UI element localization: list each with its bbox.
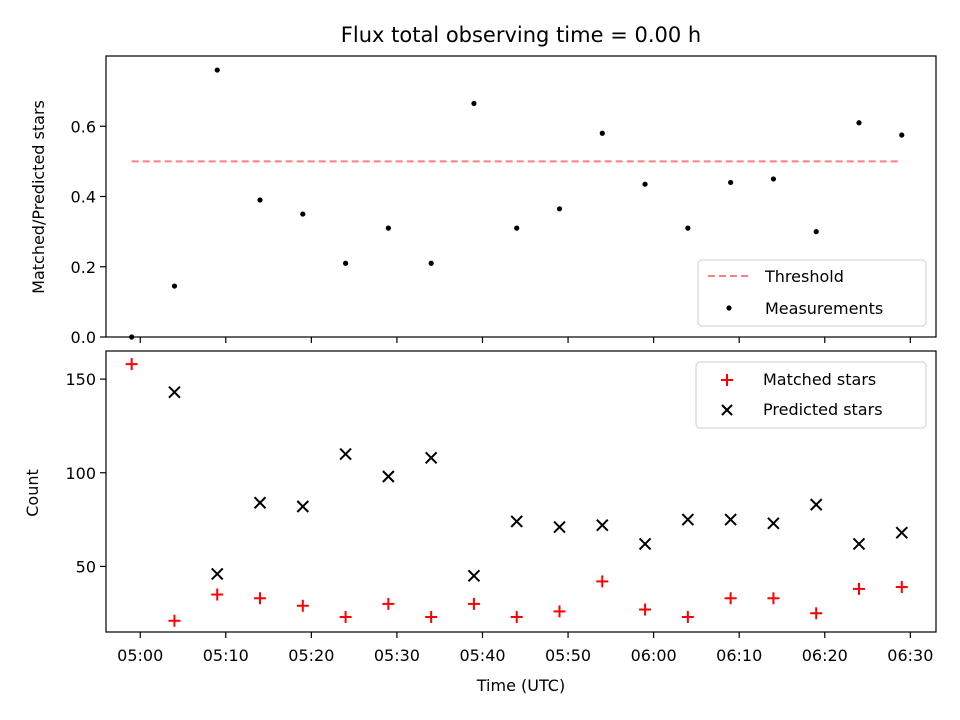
predicted-legend-label: Predicted stars — [763, 400, 883, 419]
measurement-point — [856, 120, 862, 126]
predicted-stars-point — [211, 567, 224, 581]
count-legend-box — [695, 361, 927, 429]
matched-stars-point — [125, 358, 138, 371]
count-y-tick-label: 150 — [65, 370, 96, 389]
predicted-stars-point — [296, 500, 310, 513]
matched-stars-point — [681, 611, 694, 624]
predicted-legend-marker — [721, 404, 733, 416]
matched-legend-marker — [721, 374, 733, 386]
ratio-panel: Flux total observing time = 0.00 h Match… — [29, 23, 937, 347]
ratio-axes-frame — [105, 55, 937, 338]
x-tick-label: 05:50 — [545, 646, 591, 665]
count-y-ticks: 50 100 150 — [65, 370, 106, 576]
ratio-y-tick-label: 0.6 — [71, 117, 96, 136]
predicted-stars-point — [638, 537, 652, 551]
matched-stars-point — [168, 614, 181, 627]
measurement-point — [471, 100, 477, 107]
x-axis-label: Time (UTC) — [476, 676, 565, 695]
count-legend: Matched stars Predicted stars — [695, 361, 927, 429]
count-y-tick-label: 50 — [76, 557, 96, 576]
predicted-stars-point — [168, 386, 181, 399]
measurement-point — [728, 179, 734, 186]
count-axes-frame — [105, 350, 937, 633]
threshold-legend-label: Threshold — [764, 267, 844, 286]
measurement-point — [214, 67, 220, 73]
count-panel: Count Time (UTC) 50 100 150 05:00 05:10 05:2… — [23, 350, 937, 695]
predicted-stars-point — [681, 513, 695, 526]
matched-stars-point — [339, 611, 352, 624]
predicted-stars-point — [467, 569, 481, 583]
matched-stars-point — [211, 588, 224, 601]
x-tick-label: 06:30 — [887, 646, 933, 665]
measurement-point — [642, 181, 648, 187]
predicted-stars-point — [809, 498, 823, 511]
measurement-point — [514, 225, 520, 231]
count-x-ticks: 05:00 05:10 05:20 05:30 05:40 05:50 06:00 06:10… — [117, 632, 933, 665]
ratio-plot-area — [129, 67, 905, 340]
measurement-point — [385, 225, 391, 231]
ratio-y-tick-label: 0.2 — [71, 258, 96, 277]
measurement-point — [171, 283, 178, 289]
measurement-point — [770, 176, 777, 182]
count-plot-area — [125, 358, 908, 627]
measurement-point — [300, 211, 306, 217]
x-tick-label: 06:10 — [716, 646, 762, 665]
predicted-stars-point — [596, 519, 609, 532]
x-tick-label: 05:30 — [374, 646, 420, 665]
matched-stars-point — [596, 575, 609, 588]
predicted-stars-point — [767, 517, 780, 530]
ratio-y-tick-label: 0.0 — [71, 328, 96, 347]
ratio-y-ticks: 0.0 0.2 0.4 0.6 — [71, 117, 106, 347]
predicted-stars-point — [382, 470, 395, 483]
matched-stars-point — [639, 603, 652, 616]
measurement-point — [342, 260, 349, 266]
x-tick-label: 05:40 — [459, 646, 505, 665]
matched-stars-point — [296, 599, 309, 612]
matched-stars-point — [724, 592, 737, 605]
measurement-point — [813, 229, 819, 235]
matched-stars-point — [382, 597, 395, 610]
ratio-legend: Threshold Measurements — [697, 259, 927, 327]
predicted-stars-point — [553, 520, 566, 534]
matched-stars-point — [425, 611, 438, 624]
ratio-y-axis-label: Matched/Predicted stars — [29, 100, 48, 294]
matched-stars-point — [467, 597, 480, 610]
measurements-legend-label: Measurements — [765, 299, 883, 318]
measurement-point — [428, 260, 434, 266]
matched-stars-point — [810, 607, 823, 620]
x-tick-label: 06:00 — [631, 646, 677, 665]
predicted-stars-point — [424, 451, 438, 464]
measurement-point — [599, 130, 605, 136]
chart-title: Flux total observing time = 0.00 h — [341, 23, 701, 47]
predicted-stars-point — [253, 496, 267, 509]
matched-legend-label: Matched stars — [763, 370, 876, 389]
matched-stars-point — [254, 592, 267, 605]
matched-stars-point — [553, 605, 566, 618]
ratio-x-ticks — [139, 337, 911, 343]
predicted-stars-point — [852, 537, 866, 551]
predicted-stars-point — [339, 447, 352, 461]
matched-stars-point — [767, 592, 780, 605]
measurement-point — [899, 132, 905, 138]
predicted-stars-point — [724, 513, 737, 526]
count-y-tick-label: 100 — [65, 464, 96, 483]
x-tick-label: 06:20 — [802, 646, 848, 665]
matched-stars-point — [852, 582, 865, 595]
measurements-legend-marker — [726, 305, 732, 311]
ratio-y-tick-label: 0.4 — [71, 188, 96, 207]
measurement-point — [685, 225, 691, 231]
x-tick-label: 05:00 — [117, 646, 163, 665]
measurement-point — [257, 197, 263, 203]
ratio-legend-box — [697, 259, 927, 327]
matched-stars-point — [510, 611, 523, 624]
predicted-stars-point — [510, 515, 523, 528]
predicted-stars-point — [895, 526, 908, 539]
count-y-axis-label: Count — [23, 469, 42, 517]
x-tick-label: 05:10 — [203, 646, 249, 665]
measurement-point — [556, 206, 563, 212]
matched-stars-point — [895, 581, 908, 594]
x-tick-label: 05:20 — [288, 646, 334, 665]
